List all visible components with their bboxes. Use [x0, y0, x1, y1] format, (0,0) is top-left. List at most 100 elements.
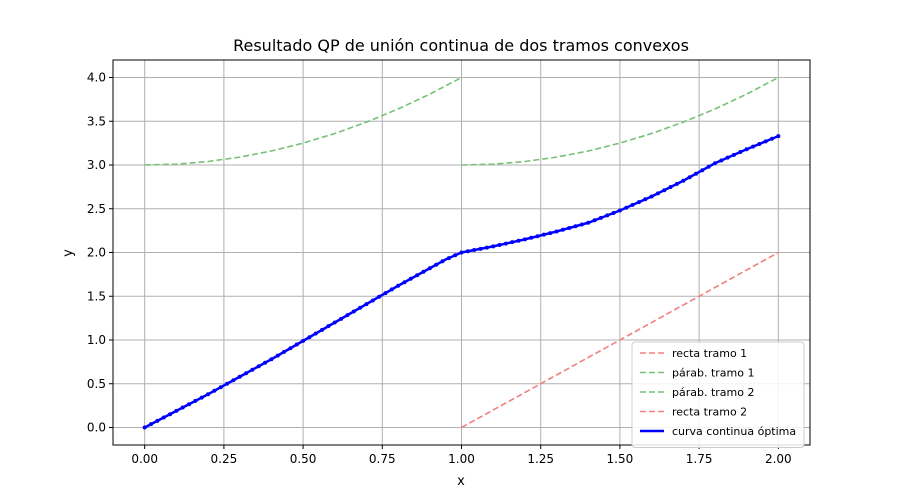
- series-point: [307, 335, 312, 340]
- series-point: [446, 256, 451, 261]
- series-point: [415, 273, 420, 278]
- series-point: [586, 220, 591, 225]
- series-point: [598, 215, 603, 220]
- series-point: [636, 200, 641, 205]
- series-point: [776, 134, 781, 139]
- y-tick-label: 0.0: [87, 421, 106, 435]
- series-point: [655, 191, 660, 196]
- series-point: [630, 202, 635, 207]
- series-point: [225, 381, 230, 386]
- series-point: [535, 234, 540, 239]
- series-point: [408, 276, 413, 281]
- series-point: [212, 388, 217, 393]
- series-point: [250, 367, 255, 372]
- series-point: [592, 218, 597, 223]
- series-point: [193, 398, 198, 403]
- series-point: [491, 244, 496, 249]
- x-tick-label: 0.75: [369, 452, 396, 466]
- series-line-2: [461, 76, 779, 166]
- series-point: [624, 205, 629, 210]
- series-point: [611, 210, 616, 215]
- series-point: [168, 412, 173, 417]
- x-tick-label: 1.00: [448, 452, 475, 466]
- series-point: [339, 316, 344, 321]
- series-point: [605, 213, 610, 218]
- series-point: [465, 249, 470, 254]
- series-point: [484, 245, 489, 250]
- series-point: [389, 287, 394, 292]
- series-point: [396, 283, 401, 288]
- series-point: [560, 227, 565, 232]
- series-line-1: [144, 76, 462, 166]
- series-point: [719, 158, 724, 163]
- series-point: [693, 171, 698, 176]
- series-point: [149, 422, 154, 427]
- series-point: [244, 371, 249, 376]
- y-tick-label: 1.5: [87, 289, 106, 303]
- legend-label: párab. tramo 1: [672, 367, 754, 380]
- series-point: [434, 262, 439, 267]
- series-point: [155, 418, 160, 423]
- series-point: [643, 197, 648, 202]
- legend-label: recta tramo 1: [672, 347, 747, 360]
- series-point: [510, 240, 515, 245]
- series-point: [503, 241, 508, 246]
- series-point: [332, 320, 337, 325]
- series-point: [687, 175, 692, 180]
- legend-box: [631, 341, 805, 448]
- series-point: [731, 152, 736, 157]
- series-point: [516, 238, 521, 243]
- series-point: [313, 331, 318, 336]
- series-point: [301, 338, 306, 343]
- series-point: [427, 266, 432, 271]
- x-tick-label: 1.25: [527, 452, 554, 466]
- legend: recta tramo 1 párab. tramo 1 párab. tramo …: [631, 341, 805, 448]
- series-point: [199, 395, 204, 400]
- series-point: [206, 392, 211, 397]
- series-point: [706, 164, 711, 169]
- y-tick-label: 3.0: [87, 158, 106, 172]
- series-point: [142, 425, 147, 430]
- x-tick-label: 0.50: [290, 452, 317, 466]
- series-point: [351, 309, 356, 314]
- series-point: [231, 378, 236, 383]
- y-tick-label: 3.5: [87, 114, 106, 128]
- series-point: [161, 415, 166, 420]
- y-tick-label: 4.0: [87, 71, 106, 85]
- series-point: [529, 235, 534, 240]
- series-point: [573, 224, 578, 229]
- series-point: [256, 364, 261, 369]
- series-point: [294, 342, 299, 347]
- series-point: [453, 253, 458, 258]
- series-point: [674, 181, 679, 186]
- series-point: [649, 194, 654, 199]
- series-point: [180, 405, 185, 410]
- x-tick-label: 0.25: [211, 452, 238, 466]
- x-tick-label: 2.00: [765, 452, 792, 466]
- series-point: [421, 269, 426, 274]
- series-point: [662, 188, 667, 193]
- series-point: [712, 161, 717, 166]
- plot-layer: [142, 76, 781, 430]
- x-axis-label: x: [457, 474, 465, 489]
- series-point: [579, 222, 584, 227]
- series-point: [326, 324, 331, 329]
- series-line-3: [461, 251, 779, 429]
- series-point: [522, 237, 527, 242]
- series-point: [459, 250, 464, 255]
- series-point: [700, 168, 705, 173]
- series-point: [497, 242, 502, 247]
- series-point: [358, 305, 363, 310]
- series-point: [617, 208, 622, 213]
- y-tick-label: 2.5: [87, 202, 106, 216]
- legend-label: recta tramo 2: [672, 406, 747, 419]
- series-point: [769, 136, 774, 141]
- x-tick-label: 1.50: [607, 452, 634, 466]
- series-point: [320, 327, 325, 332]
- series-point: [725, 155, 730, 160]
- series-point: [668, 185, 673, 190]
- series-point: [383, 291, 388, 296]
- series-point: [554, 229, 559, 234]
